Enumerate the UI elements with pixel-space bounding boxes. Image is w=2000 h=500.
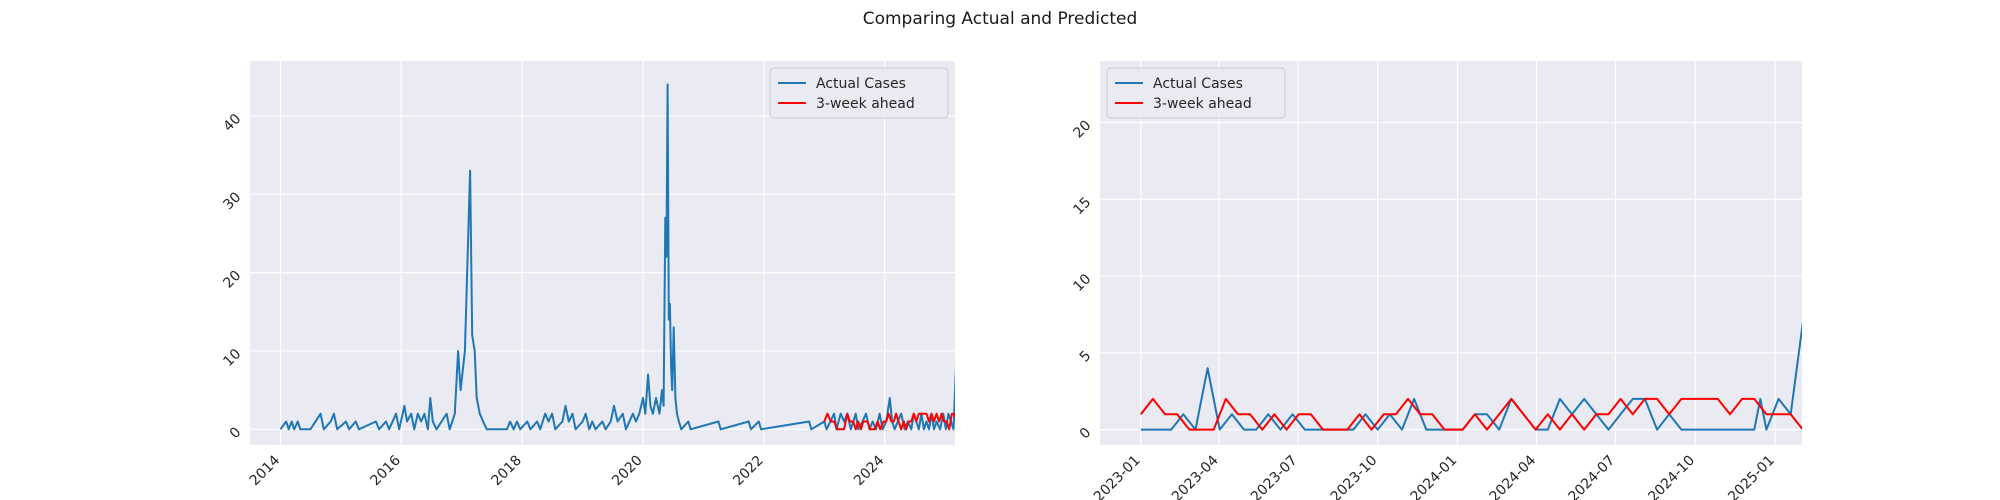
y-tick-label: 30 [220, 189, 244, 213]
x-tick-label: 2024-01 [1408, 453, 1461, 500]
series-line-actual-cases [1140, 320, 1802, 431]
series-line-actual-cases [279, 83, 955, 431]
x-tick-label: 2024-07 [1566, 453, 1619, 500]
x-tick-label: 2014 [247, 452, 284, 489]
legend-label: Actual Cases [1153, 76, 1243, 92]
x-tick-label: 2016 [368, 452, 405, 489]
y-tick-label: 10 [220, 346, 244, 370]
x-tick-label: 2023-04 [1169, 452, 1222, 500]
y-tick-label: 20 [1070, 117, 1094, 141]
plot-area [250, 61, 955, 445]
y-tick-label: 5 [1077, 348, 1095, 366]
y-tick-label: 40 [220, 111, 244, 135]
x-tick-label: 2025-01 [1725, 453, 1778, 500]
y-tick-label: 20 [220, 268, 244, 292]
chart-left: 2014 2016 2018 2020 2022 2024 0 10 20 30 40 Actual … [220, 61, 955, 490]
chart-right: 2023-01 2023-04 2023-07 2023-10 2024-01 2024-… [1070, 61, 1802, 500]
plot-area [1100, 61, 1802, 445]
legend: Actual Cases 3-week ahead [1106, 67, 1286, 119]
legend-box [1106, 67, 1286, 119]
x-tick-label: 2023-01 [1091, 453, 1144, 500]
y-tick-label: 0 [227, 424, 245, 442]
series-line-three-week-ahead [1140, 397, 1802, 431]
x-tick-label: 2023-10 [1328, 453, 1381, 500]
x-tick-label: 2018 [488, 453, 525, 490]
legend-box [769, 67, 949, 119]
legend-label: 3-week ahead [1153, 96, 1252, 112]
y-tick-label: 0 [1077, 425, 1095, 443]
y-tick-label: 10 [1070, 271, 1094, 295]
figure-title: Comparing Actual and Predicted [863, 9, 1138, 29]
x-tick-label: 2023-07 [1248, 453, 1301, 500]
x-tick-label: 2020 [609, 453, 646, 490]
x-tick-label: 2024-04 [1487, 452, 1540, 500]
y-tick-label: 15 [1070, 194, 1094, 218]
series-line-three-week-ahead [823, 412, 955, 431]
x-tick-label: 2024-10 [1645, 453, 1698, 500]
x-tick-label: 2024 [851, 452, 888, 489]
legend-label: 3-week ahead [816, 96, 915, 112]
legend: Actual Cases 3-week ahead [769, 67, 949, 119]
x-tick-label: 2022 [730, 453, 767, 490]
legend-label: Actual Cases [816, 76, 906, 92]
